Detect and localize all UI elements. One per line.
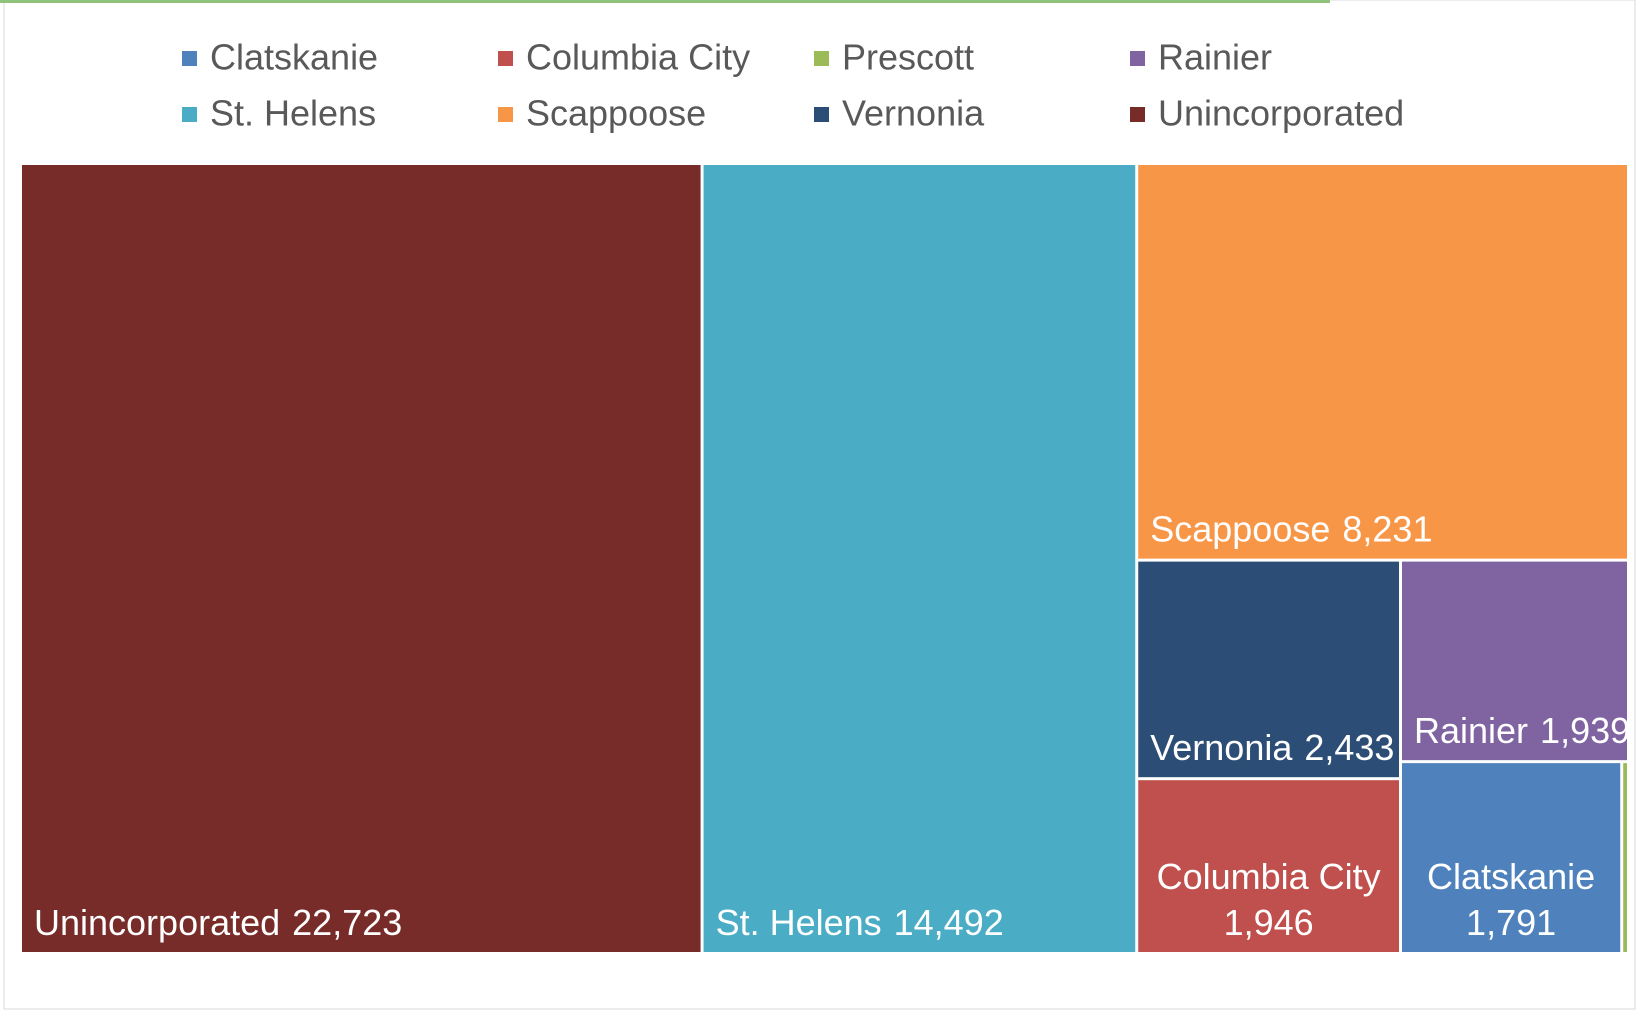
cell-value: 8,231 xyxy=(1342,509,1432,550)
cell-category: Rainier xyxy=(1414,710,1528,751)
cell-category: Clatskanie xyxy=(1427,856,1595,897)
legend-swatch xyxy=(498,107,513,122)
legend-label: Clatskanie xyxy=(210,37,378,78)
treemap-cell xyxy=(22,165,701,952)
legend-swatch xyxy=(814,107,829,122)
cell-label: St. Helens 14,492 xyxy=(716,902,1004,943)
legend: Clatskanie Columbia City Prescott Rainier St… xyxy=(182,37,1404,134)
legend-label: Prescott xyxy=(842,37,974,78)
cell-label: Clatskanie 1,791 xyxy=(1427,856,1595,943)
legend-swatch xyxy=(814,51,829,66)
legend-label: Scappoose xyxy=(526,93,706,134)
cell-label: Vernonia 2,433 xyxy=(1150,727,1394,768)
cell-label: Columbia City 1,946 xyxy=(1157,856,1381,943)
treemap-cell xyxy=(1623,763,1627,952)
treemap-cell xyxy=(703,165,1136,952)
cell-category: Scappoose xyxy=(1150,509,1330,550)
legend-label: St. Helens xyxy=(210,93,376,134)
cell-category: Vernonia xyxy=(1150,727,1293,768)
cell-value: 14,492 xyxy=(894,902,1004,943)
legend-label: Vernonia xyxy=(842,93,985,134)
treemap-cell xyxy=(1402,561,1627,761)
top-accent xyxy=(0,0,1330,3)
cell-value: 1,946 xyxy=(1224,902,1314,943)
cell-value: 2,433 xyxy=(1304,727,1394,768)
treemap-cell xyxy=(1138,165,1627,559)
cell-label: Rainier 1,939 xyxy=(1414,710,1630,751)
cell-category: St. Helens xyxy=(716,902,882,943)
legend-swatch xyxy=(182,107,197,122)
treemap: Unincorporated 22,723 St. Helens 14,492 Scap… xyxy=(22,165,1630,952)
legend-swatch xyxy=(1130,107,1145,122)
treemap-cell xyxy=(1138,780,1400,952)
legend-label: Rainier xyxy=(1158,37,1272,78)
legend-swatch xyxy=(1130,51,1145,66)
legend-label: Columbia City xyxy=(526,37,750,78)
legend-label: Unincorporated xyxy=(1158,93,1404,134)
cell-value: 1,939 xyxy=(1540,710,1630,751)
cell-value: 22,723 xyxy=(292,902,402,943)
cell-label: Unincorporated 22,723 xyxy=(34,902,402,943)
cell-label: Scappoose 8,231 xyxy=(1150,509,1432,550)
cell-value: 1,791 xyxy=(1466,902,1556,943)
legend-swatch xyxy=(182,51,197,66)
treemap-cell xyxy=(1138,561,1400,778)
cell-category: Unincorporated xyxy=(34,902,280,943)
legend-swatch xyxy=(498,51,513,66)
treemap-cell xyxy=(1402,763,1621,952)
cell-category: Columbia City xyxy=(1157,856,1381,897)
